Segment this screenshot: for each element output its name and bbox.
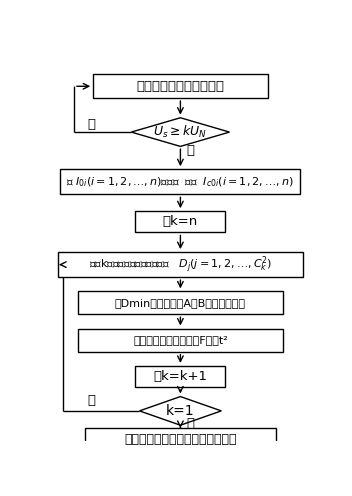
Text: 令k=k+1: 令k=k+1: [153, 370, 207, 383]
Text: k=1: k=1: [166, 404, 195, 418]
Polygon shape: [139, 397, 221, 425]
Text: 计算该聚类层次上的伪F与伪t²: 计算该聚类层次上的伪F与伪t²: [133, 335, 228, 345]
Text: 配电网运行信息实时采集: 配电网运行信息实时采集: [137, 80, 225, 93]
FancyBboxPatch shape: [58, 252, 303, 277]
Text: 基于聚类结果，分析确定故障状况: 基于聚类结果，分析确定故障状况: [124, 433, 237, 446]
Text: 否: 否: [88, 118, 96, 131]
Text: 计算k个类中任一两类间的距离   $D_j(j=1,2,\ldots,C_k^2)$: 计算k个类中任一两类间的距离 $D_j(j=1,2,\ldots,C_k^2)$: [89, 254, 272, 275]
FancyBboxPatch shape: [136, 211, 225, 232]
Text: 否: 否: [88, 394, 96, 407]
FancyBboxPatch shape: [78, 329, 283, 352]
Text: 取Dmin对应的两类A与B，合并为一类: 取Dmin对应的两类A与B，合并为一类: [115, 298, 246, 308]
Polygon shape: [131, 118, 230, 146]
FancyBboxPatch shape: [78, 291, 283, 314]
Text: 对 $I_{0i}(i=1,2,\ldots,n)$滤波，  得到  $I_{c0i}(i=1,2,\ldots,n)$: 对 $I_{0i}(i=1,2,\ldots,n)$滤波， 得到 $I_{c0i…: [67, 175, 294, 188]
Text: 是: 是: [186, 417, 194, 430]
Text: 是: 是: [186, 144, 194, 157]
Text: $U_s \geq kU_N$: $U_s \geq kU_N$: [153, 124, 207, 140]
FancyBboxPatch shape: [93, 74, 268, 98]
Text: 令k=n: 令k=n: [163, 215, 198, 228]
FancyBboxPatch shape: [85, 428, 276, 451]
FancyBboxPatch shape: [136, 366, 225, 387]
FancyBboxPatch shape: [61, 169, 301, 194]
